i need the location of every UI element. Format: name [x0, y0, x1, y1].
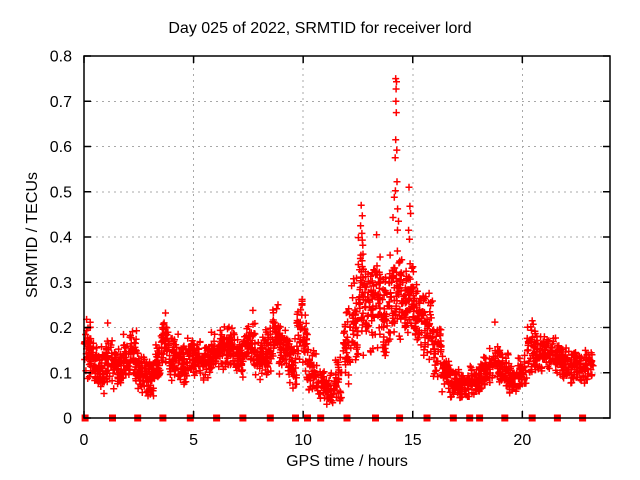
svg-text:20: 20: [513, 432, 531, 449]
svg-text:0.8: 0.8: [50, 49, 72, 66]
svg-text:0: 0: [63, 411, 72, 428]
axes-border: [83, 55, 611, 419]
x-axis-label: GPS time / hours: [286, 453, 408, 470]
svg-text:0.4: 0.4: [50, 230, 72, 247]
svg-text:0.7: 0.7: [50, 94, 72, 111]
svg-text:0.2: 0.2: [50, 320, 72, 337]
svg-text:0.3: 0.3: [50, 275, 72, 292]
svg-text:15: 15: [404, 432, 422, 449]
tick-labels: 0 5 10 15 20 0 0.1 0.2 0.3 0.4 0.5 0.6 0.7 0.8: [50, 49, 532, 450]
svg-text:10: 10: [294, 432, 312, 449]
svg-text:0.6: 0.6: [50, 139, 72, 156]
gridlines: [84, 56, 610, 418]
scatter-points: [80, 75, 597, 408]
svg-text:0: 0: [80, 432, 89, 449]
svg-text:0.1: 0.1: [50, 365, 72, 382]
svg-text:5: 5: [189, 432, 198, 449]
chart-title: Day 025 of 2022, SRMTID for receiver lor…: [168, 20, 472, 37]
zero-markers: [81, 414, 587, 422]
y-axis-label: SRMTID / TECUs: [24, 172, 41, 298]
svg-text:0.5: 0.5: [50, 184, 72, 201]
